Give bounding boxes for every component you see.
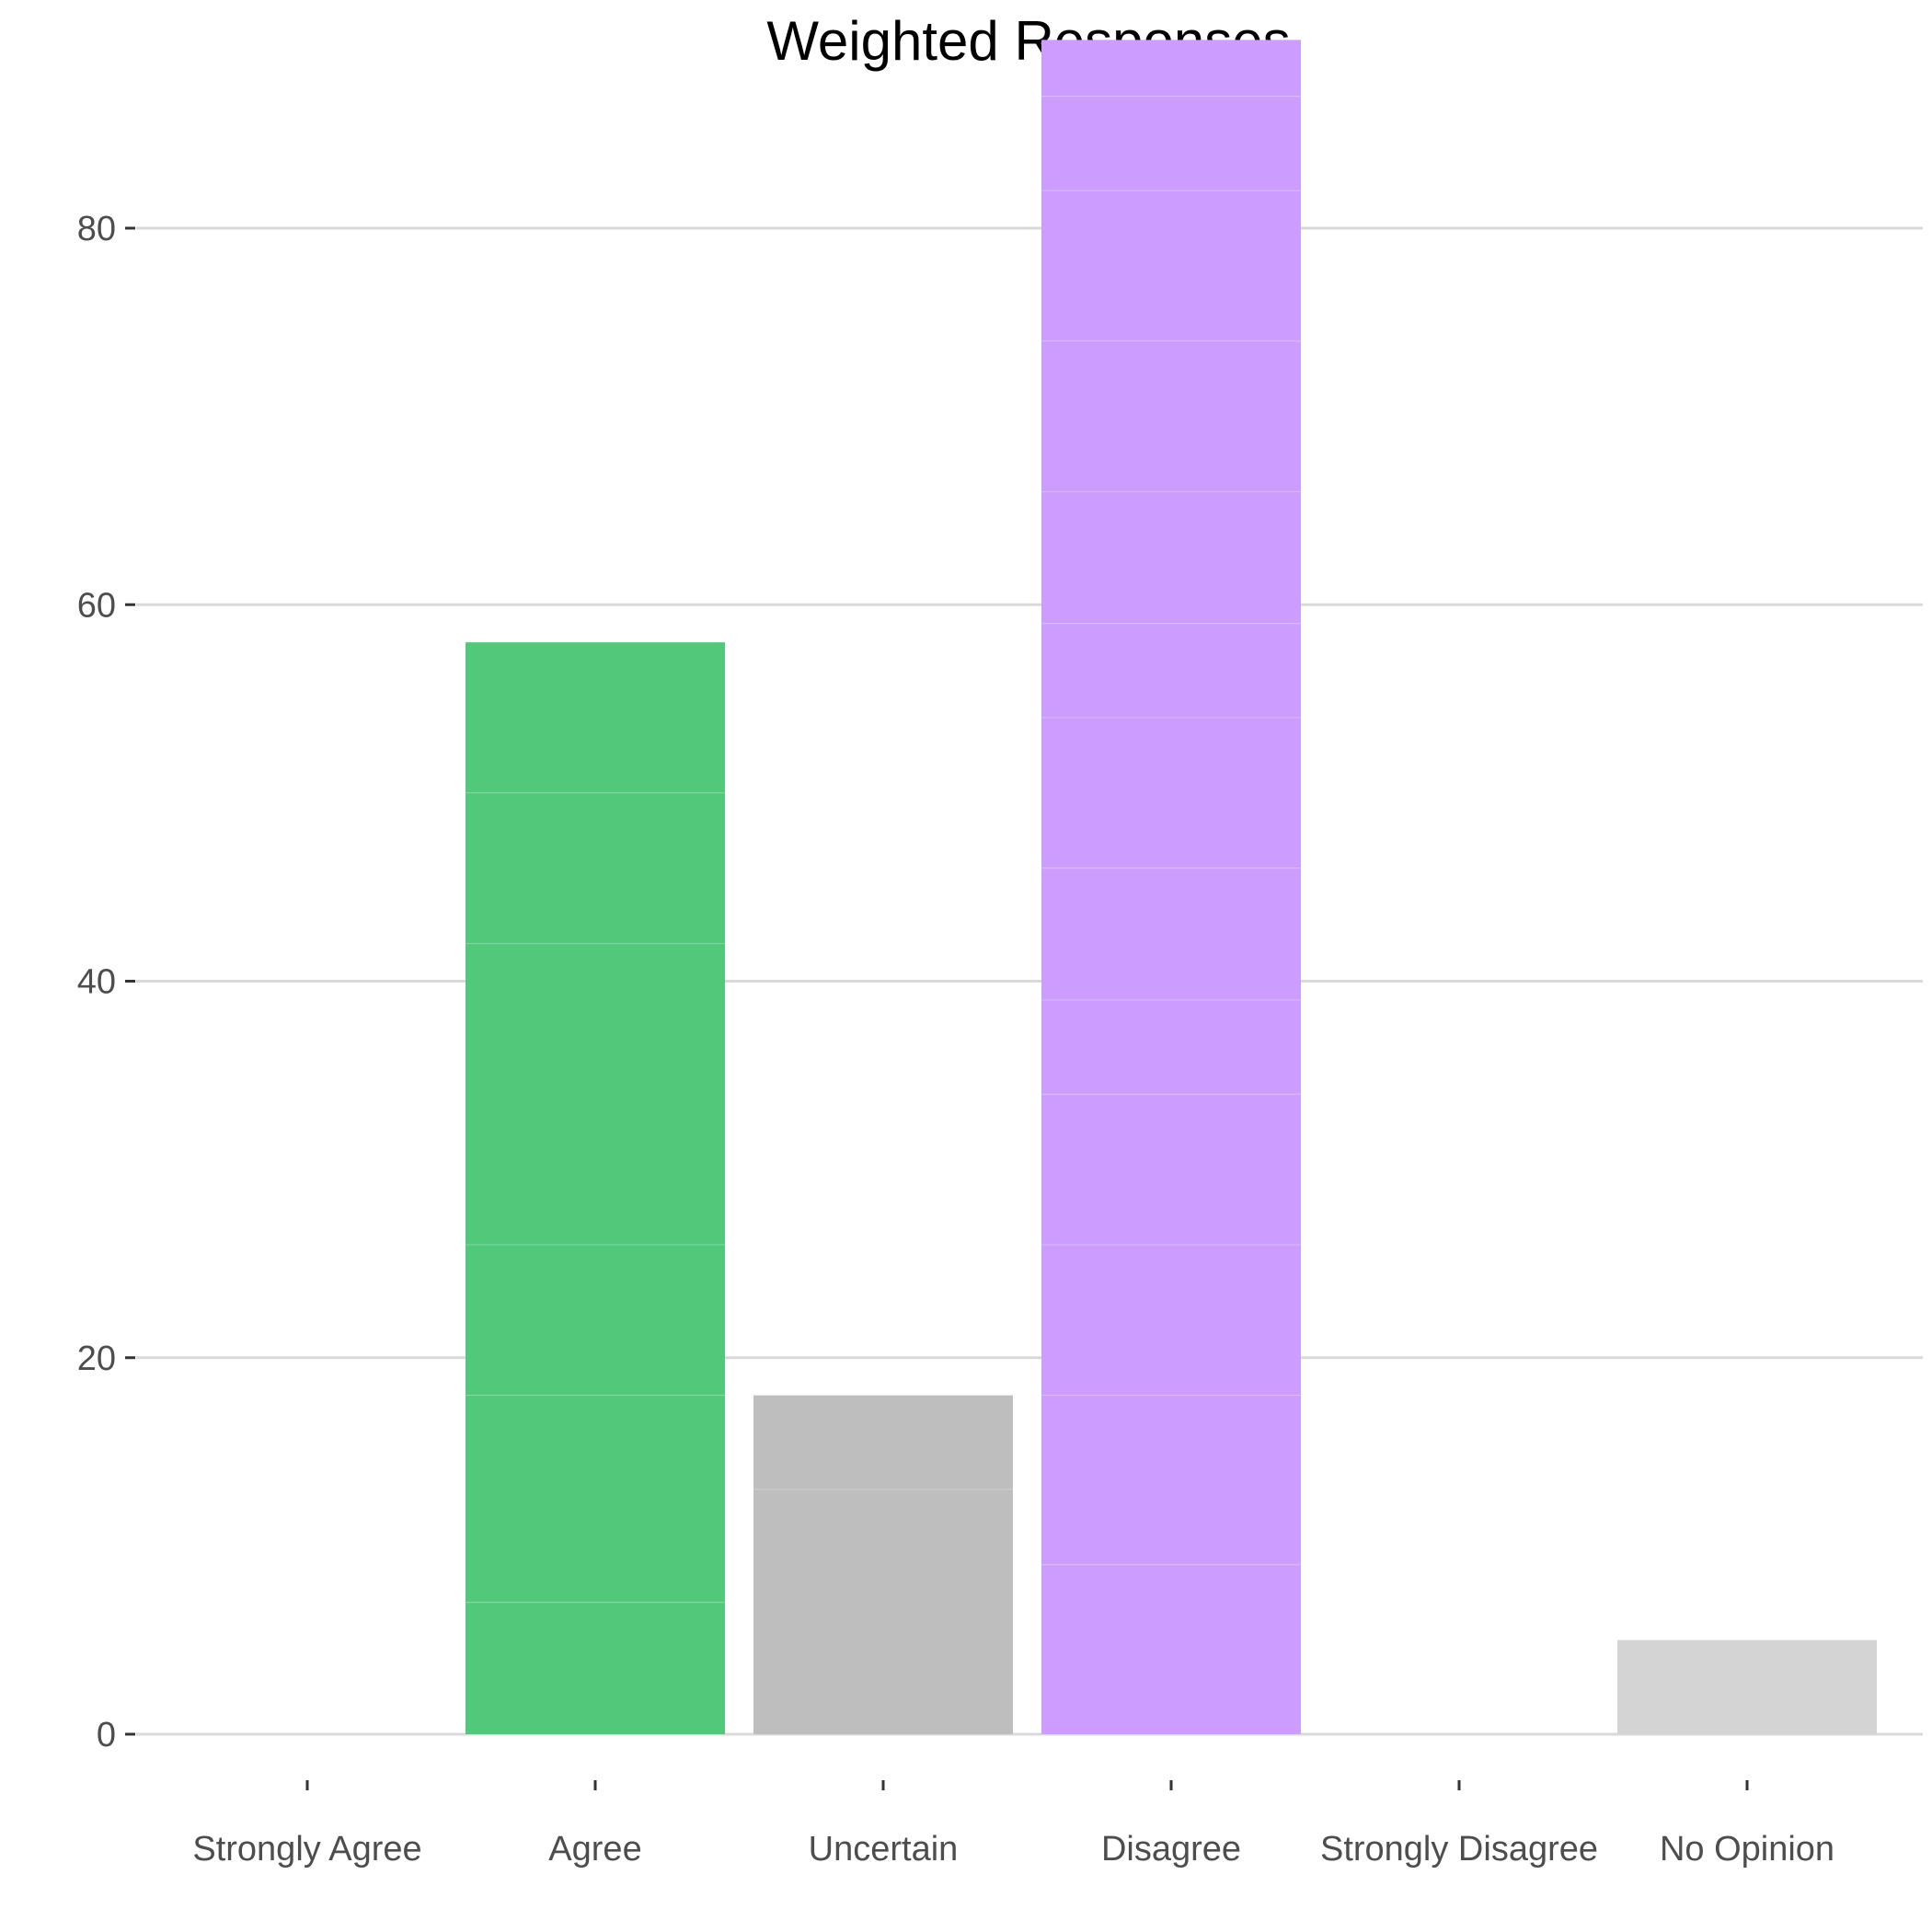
bar-disagree-segment-13 (1041, 40, 1301, 97)
bar-uncertain-segment-1 (753, 1489, 1013, 1734)
y-tick-label-40: 40 (77, 963, 116, 1002)
bar-disagree-segment-6 (1041, 868, 1301, 1000)
bar-disagree-segment-1 (1041, 1564, 1301, 1734)
bar-disagree-segment-8 (1041, 623, 1301, 719)
grid-layer (136, 226, 1923, 1736)
bar-disagree-segment-10 (1041, 340, 1301, 492)
x-tick-label-agree: Agree (548, 1830, 641, 1869)
bar-agree-segment-2 (466, 1395, 725, 1603)
bar-uncertain-segment-2 (753, 1395, 1013, 1489)
bar-agree-segment-1 (466, 1602, 725, 1734)
bar-no-opinion-segment-1 (1617, 1639, 1877, 1734)
y-tick-label-20: 20 (77, 1340, 116, 1378)
bar-disagree-segment-2 (1041, 1395, 1301, 1565)
y-tick-label-80: 80 (77, 210, 116, 248)
x-tick-label-no-opinion: No Opinion (1660, 1830, 1834, 1869)
bar-agree-segment-5 (466, 792, 725, 944)
bar-layer (466, 40, 1877, 1734)
x-tick-label-disagree: Disagree (1101, 1830, 1241, 1869)
y-tick-label-60: 60 (77, 586, 116, 625)
x-tick-label-strongly-agree: Strongly Agree (192, 1830, 421, 1869)
x-tick-label-strongly-disagree: Strongly Disagree (1320, 1830, 1598, 1869)
bar-disagree-segment-7 (1041, 718, 1301, 868)
bar-agree-segment-4 (466, 943, 725, 1245)
bar-disagree-segment-3 (1041, 1244, 1301, 1396)
bar-disagree-segment-4 (1041, 1094, 1301, 1245)
bar-disagree-segment-12 (1041, 96, 1301, 191)
bar-disagree-segment-5 (1041, 999, 1301, 1095)
y-tick-label-0: 0 (97, 1716, 116, 1754)
x-tick-label-uncertain: Uncertain (809, 1830, 959, 1869)
bar-disagree-segment-11 (1041, 190, 1301, 341)
bar-agree-segment-6 (466, 642, 725, 793)
axis-layer: 0 20 40 60 80 Strongly Agree Agree Uncertain Dis… (77, 210, 1834, 1869)
bar-agree-segment-3 (466, 1244, 725, 1396)
bar-disagree-segment-9 (1041, 491, 1301, 624)
